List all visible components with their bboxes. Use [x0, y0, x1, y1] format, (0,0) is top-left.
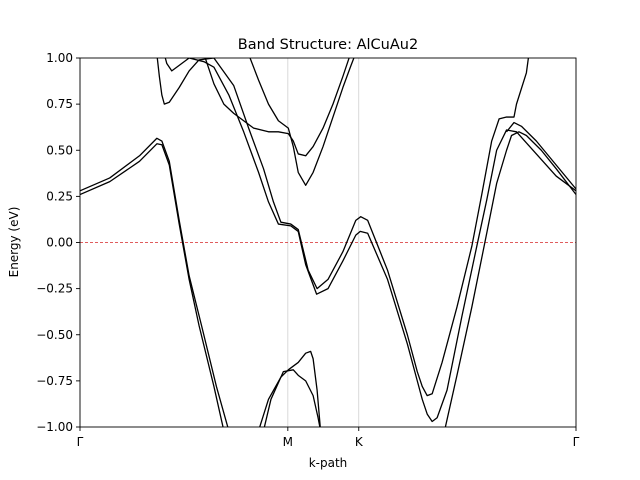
band-line-6 [263, 369, 321, 427]
chart-title: Band Structure: AlCuAu2 [238, 37, 418, 53]
y-tick-label-5: −0.25 [36, 282, 73, 296]
y-tick-label-8: −1.00 [36, 420, 73, 434]
x-axis-title: k-path [309, 456, 348, 470]
band-line-3 [164, 58, 576, 423]
y-tick-label-2: 0.50 [46, 143, 73, 157]
band-line-1 [80, 137, 229, 427]
band-line-2 [156, 58, 530, 397]
band-line-4 [204, 58, 350, 157]
y-tick-label-4: 0.00 [46, 236, 73, 250]
y-axis-title: Energy (eV) [7, 207, 21, 278]
band-line-8 [444, 131, 576, 427]
y-tick-label-1: 0.75 [46, 97, 73, 111]
y-tick-label-6: −0.50 [36, 328, 73, 342]
band-line-9 [506, 121, 576, 190]
x-tick-label-1: M [283, 435, 293, 449]
x-tick-label-2: K [355, 435, 364, 449]
band-line-7 [259, 350, 321, 427]
y-tick-label-7: −0.75 [36, 374, 73, 388]
band-line-0 [80, 143, 224, 427]
plot-area: 1.00 0.75 0.50 0.25 0.00 −0.25 −0.50 −0.75 −1.00… [36, 51, 579, 449]
band-lines [80, 58, 576, 427]
y-tick-label-3: 0.25 [46, 189, 73, 203]
band-line-5 [249, 58, 355, 186]
y-tick-label-0: 1.00 [46, 51, 73, 65]
x-tick-label-0: Γ [77, 435, 84, 449]
x-tick-label-3: Γ [573, 435, 580, 449]
